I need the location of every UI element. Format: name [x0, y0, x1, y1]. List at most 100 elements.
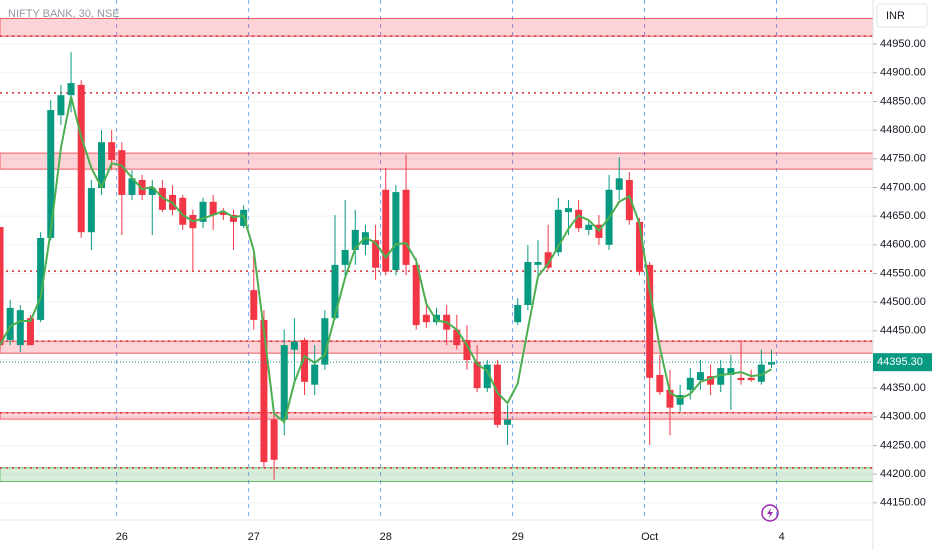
candle-body: [118, 150, 126, 195]
candle-body: [6, 307, 14, 340]
candle-body: [727, 368, 735, 375]
candle-body: [148, 188, 156, 195]
zone: [0, 17, 874, 37]
candle-body: [696, 372, 704, 381]
candle-body: [625, 180, 633, 221]
candle-body: [524, 262, 532, 306]
candle-body: [331, 264, 339, 319]
x-tick-label: 29: [512, 531, 524, 543]
y-tick-label: 44300.00: [880, 411, 926, 423]
y-tick-label: 44850.00: [880, 95, 926, 107]
zone: [0, 467, 874, 482]
candle-body: [453, 329, 461, 346]
y-tick-label: 44450.00: [880, 325, 926, 337]
candle-body: [534, 262, 542, 265]
candle-body: [311, 364, 319, 385]
candle-body: [433, 314, 440, 323]
candle-body: [270, 419, 278, 460]
x-tick-label: 27: [248, 531, 260, 543]
candle-body: [757, 364, 765, 382]
candle-body: [392, 192, 400, 271]
y-tick-label: 44650.00: [880, 210, 926, 222]
candle-body: [666, 389, 674, 408]
candle-body: [0, 227, 4, 346]
event-icon-bolt: [767, 508, 773, 518]
currency-label: INR: [886, 10, 905, 22]
candle-body: [493, 364, 501, 425]
zone: [0, 412, 874, 420]
candle-body: [260, 319, 268, 463]
x-tick-label: Oct: [641, 531, 658, 543]
moving-average: [0, 96, 772, 424]
y-tick-label: 44550.00: [880, 267, 926, 279]
candle-body: [250, 290, 258, 320]
candle-body: [87, 188, 95, 233]
candle-body: [564, 208, 572, 213]
candle-body: [747, 377, 755, 381]
candle-body: [77, 84, 85, 233]
candle-body: [514, 305, 522, 323]
candle-body: [717, 368, 725, 385]
last-price-badge: [873, 353, 932, 372]
x-tick-label: 28: [380, 531, 392, 543]
candle-body: [636, 221, 644, 272]
candle-body: [412, 264, 420, 326]
y-tick-label: 44200.00: [880, 468, 926, 480]
candle-body: [473, 361, 481, 389]
candle-body: [26, 318, 34, 346]
y-tick-label: 44900.00: [880, 67, 926, 79]
candle-body: [199, 201, 207, 222]
candle-body: [128, 178, 136, 195]
plot: [0, 0, 874, 520]
candle-body: [686, 377, 694, 390]
candle-body: [341, 249, 349, 265]
candle-body: [16, 310, 24, 346]
candle-body: [351, 229, 359, 250]
y-tick-label: 44750.00: [880, 153, 926, 165]
candle-body: [158, 188, 166, 210]
candle-body: [707, 376, 715, 385]
candle-body: [615, 178, 623, 190]
candle-body: [47, 110, 55, 238]
candle-body: [290, 341, 298, 350]
y-tick-label: 44500.00: [880, 296, 926, 308]
candle-body: [463, 339, 471, 361]
y-tick-label: 44600.00: [880, 239, 926, 251]
candle-body: [219, 212, 227, 215]
candle-body: [280, 345, 288, 420]
candle-body: [544, 252, 552, 268]
candle-body: [321, 318, 329, 365]
candle-body: [402, 189, 410, 265]
last-price-label: 44395.30: [877, 356, 923, 368]
candle-body: [301, 339, 309, 382]
candle-body: [98, 142, 106, 189]
candle-body: [656, 374, 664, 393]
zone: [0, 152, 874, 170]
candle-body: [575, 209, 583, 229]
candle-body: [767, 362, 775, 365]
candle-body: [382, 189, 390, 272]
candle-body: [585, 224, 593, 230]
candle-body: [504, 419, 512, 425]
y-tick-label: 44800.00: [880, 124, 926, 136]
candle-body: [138, 180, 146, 195]
x-tick-label: 26: [116, 531, 128, 543]
y-tick-label: 44250.00: [880, 439, 926, 451]
x-tick-label: 4: [779, 531, 785, 543]
candle-body: [483, 364, 491, 389]
y-tick-label: 44700.00: [880, 181, 926, 193]
event-icon[interactable]: [761, 504, 779, 522]
zone: [0, 340, 874, 354]
candle-body: [229, 214, 237, 222]
currency-button[interactable]: [876, 3, 928, 28]
candle-body: [67, 83, 75, 96]
candle-body: [737, 377, 745, 381]
candle-body: [422, 314, 430, 323]
candle-body: [37, 237, 45, 320]
candle-body: [179, 197, 187, 225]
candle-body: [57, 95, 65, 116]
y-tick-label: 44950.00: [880, 38, 926, 50]
candle-body: [554, 209, 562, 253]
